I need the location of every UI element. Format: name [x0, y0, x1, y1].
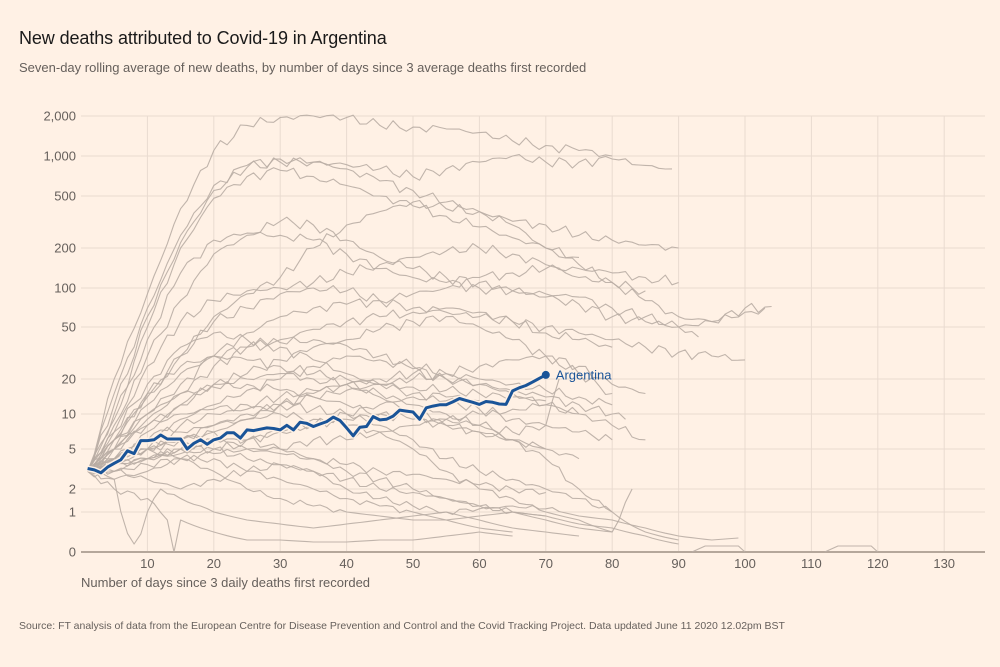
- argentina-line: [87, 373, 547, 475]
- country-line: [87, 355, 626, 472]
- y-tick-label: 2,000: [43, 109, 76, 124]
- x-axis-label: Number of days since 3 daily deaths firs…: [81, 575, 370, 590]
- y-tick-label: 500: [54, 189, 76, 204]
- y-tick-label: 100: [54, 281, 76, 296]
- x-tick-label: 110: [801, 556, 822, 571]
- argentina-label: Argentina: [556, 367, 612, 382]
- highlight-series: Argentina: [86, 367, 612, 476]
- other-countries: [87, 114, 879, 553]
- country-line: [87, 355, 546, 472]
- country-line: [87, 231, 699, 472]
- chart-subtitle: Seven-day rolling average of new deaths,…: [19, 60, 587, 75]
- x-tick-label: 50: [406, 556, 420, 571]
- x-tick-label: 20: [207, 556, 221, 571]
- x-tick-label: 80: [605, 556, 619, 571]
- country-line: [87, 154, 673, 472]
- country-line: [87, 402, 613, 513]
- y-tick-label: 20: [62, 372, 76, 387]
- country-line: [87, 114, 613, 472]
- country-line: [87, 368, 580, 472]
- country-line: [87, 430, 613, 533]
- y-tick-label: 1: [69, 505, 76, 520]
- country-line: [87, 199, 766, 472]
- x-tick-label: 70: [539, 556, 553, 571]
- country-line: [691, 545, 746, 553]
- y-tick-label: 50: [62, 320, 76, 335]
- y-tick-label: 1,000: [43, 149, 76, 164]
- country-line: [87, 285, 746, 472]
- country-line: [87, 448, 679, 545]
- y-axis: 0 1 2 5 10 20 50 100 200 500 1,000 2,000: [43, 109, 76, 560]
- country-line: [87, 306, 613, 472]
- country-line: [87, 243, 646, 472]
- x-tick-label: 120: [867, 556, 889, 571]
- x-tick-label: 60: [472, 556, 486, 571]
- country-line: [87, 454, 513, 533]
- source-note: Source: FT analysis of data from the Eur…: [19, 620, 785, 632]
- country-line: [824, 545, 879, 553]
- country-line: [87, 462, 580, 537]
- y-tick-label: 0: [69, 545, 76, 560]
- x-tick-label: 30: [273, 556, 287, 571]
- y-tick-label: 5: [69, 442, 76, 457]
- y-tick-label: 2: [69, 482, 76, 497]
- country-line: [87, 469, 739, 545]
- x-tick-label: 100: [734, 556, 756, 571]
- gridlines: [81, 115, 985, 552]
- x-tick-label: 90: [671, 556, 685, 571]
- country-line: [87, 470, 513, 553]
- country-line: [87, 444, 546, 517]
- country-line: [87, 331, 480, 472]
- country-line: [87, 167, 580, 472]
- y-tick-label: 200: [54, 241, 76, 256]
- country-line: [87, 264, 679, 472]
- chart-title: New deaths attributed to Covid-19 in Arg…: [19, 28, 387, 48]
- argentina-endpoint: [541, 370, 550, 379]
- country-line: [87, 157, 679, 472]
- x-axis: 10 20 30 40 50 60 70 80 90 100 110 120 130: [81, 551, 985, 571]
- country-line: [87, 381, 547, 472]
- country-line: [87, 372, 560, 472]
- x-tick-label: 10: [140, 556, 154, 571]
- y-tick-label: 10: [62, 407, 76, 422]
- x-tick-label: 130: [933, 556, 955, 571]
- x-tick-label: 40: [339, 556, 353, 571]
